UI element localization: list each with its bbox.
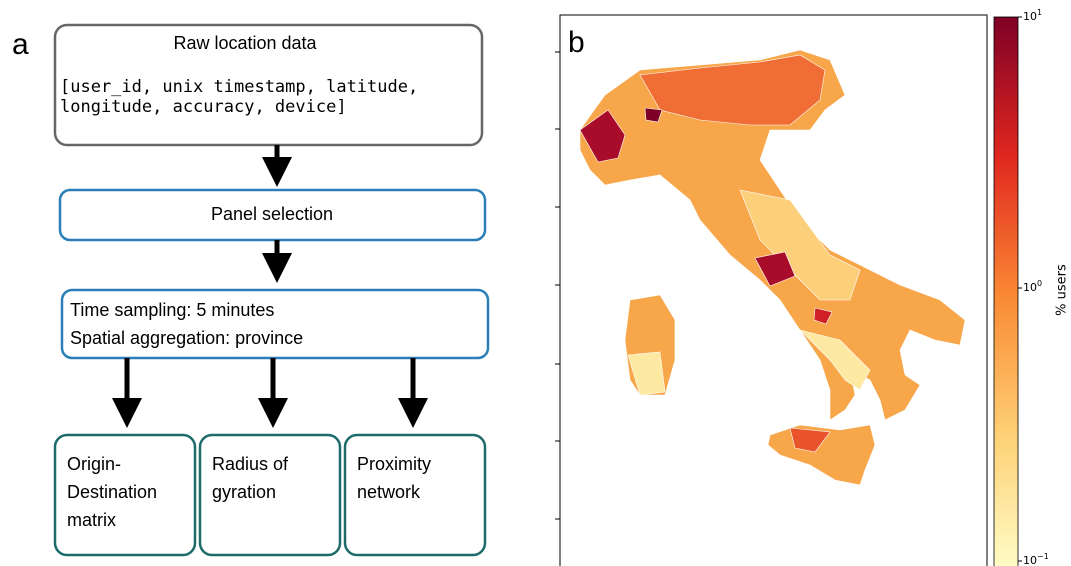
- colorbar-tick-label: 101: [1023, 8, 1042, 24]
- panel-letter: b: [568, 26, 585, 59]
- panel-box: [58, 188, 487, 242]
- output-box: [343, 433, 487, 557]
- sampling-line: Spatial aggregation: province: [70, 328, 303, 348]
- colorbar-label: % users: [1055, 264, 1070, 316]
- tick-base: 10: [1023, 554, 1037, 566]
- south: [799, 329, 871, 391]
- output-label: matrix: [67, 510, 116, 530]
- center: [739, 189, 861, 301]
- north: [639, 54, 826, 126]
- colorbar-tick-label: 100: [1023, 279, 1042, 295]
- panel-letter: a: [12, 28, 29, 61]
- map: [579, 49, 966, 486]
- tick-exp: −1: [1037, 552, 1049, 561]
- hotspot: [754, 251, 796, 287]
- tick-exp: 1: [1037, 8, 1042, 17]
- raw-box: [53, 23, 484, 147]
- hotspot: [579, 109, 626, 163]
- sicily-hotspot: [789, 427, 831, 453]
- colorbar: [993, 16, 1019, 566]
- hotspot: [813, 307, 833, 325]
- sampling-line: Time sampling: 5 minutes: [70, 300, 274, 320]
- output-box: [198, 433, 342, 557]
- tick-base: 10: [1023, 281, 1037, 294]
- output-label: Destination: [67, 482, 157, 502]
- colorbar-tick-label: 10−1: [1023, 552, 1049, 566]
- output-label: Origin-: [67, 454, 121, 474]
- hotspot: [644, 107, 663, 123]
- output-label: Radius of: [212, 454, 289, 474]
- output-label: Proximity: [357, 454, 431, 474]
- output-label: network: [357, 482, 421, 502]
- panel-label: Panel selection: [211, 204, 333, 224]
- raw-fields: longitude, accuracy, device]: [60, 97, 347, 117]
- output-label: gyration: [212, 482, 276, 502]
- tick-base: 10: [1023, 10, 1037, 23]
- sardinia-south: [627, 351, 666, 396]
- raw-fields: [user_id, unix timestamp, latitude,: [60, 77, 418, 97]
- tick-exp: 0: [1037, 279, 1042, 288]
- output-box: [53, 433, 197, 557]
- raw-title: Raw location data: [173, 33, 317, 53]
- axis-ticks: [555, 51, 560, 520]
